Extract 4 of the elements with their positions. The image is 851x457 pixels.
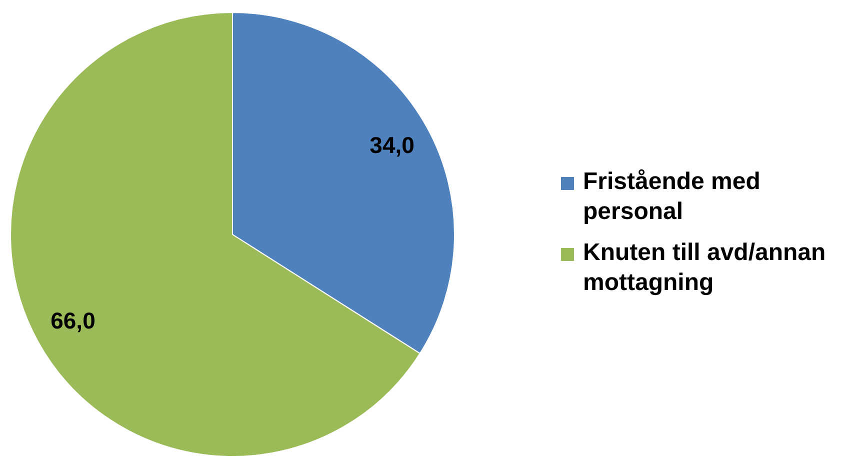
legend-label: Fristående med personal (583, 168, 760, 225)
data-label: 34,0 (370, 132, 414, 158)
data-label: 66,0 (50, 308, 96, 334)
legend-label: Knuten till avd/annan mottagning (583, 239, 826, 296)
